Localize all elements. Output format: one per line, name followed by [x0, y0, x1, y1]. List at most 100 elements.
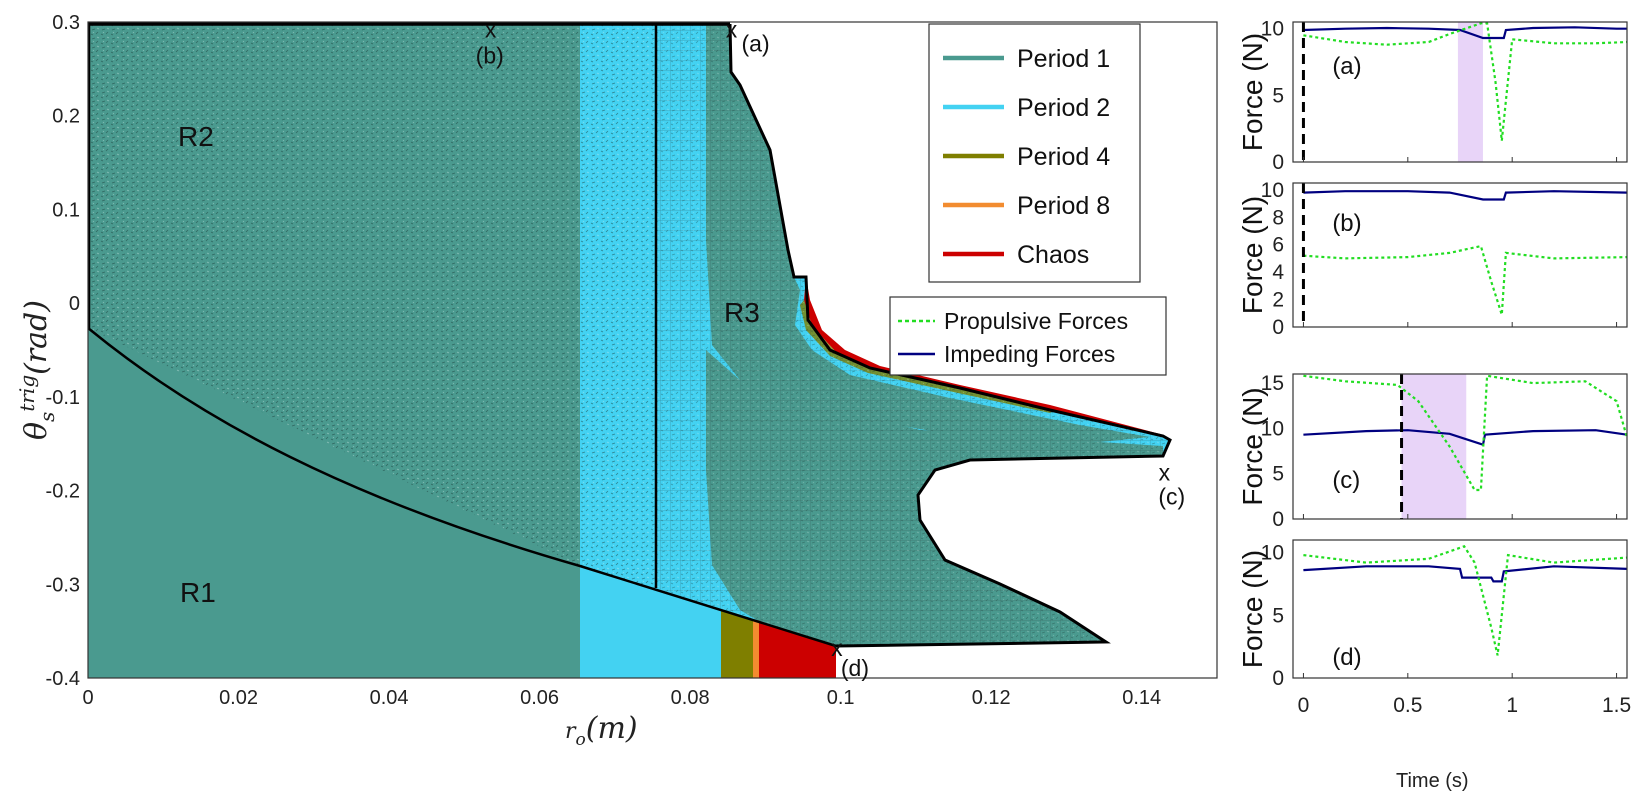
main-y-tick-label: -0.3: [46, 574, 80, 596]
marked-point: x(d): [831, 635, 869, 681]
legend-label: Period 8: [1017, 192, 1110, 220]
main-x-tick-label: 0.02: [219, 687, 258, 709]
point-marker: x: [485, 16, 497, 42]
propulsive-force-line: [1303, 22, 1628, 141]
region-r2-area: [88, 22, 580, 566]
panel-x-tick-label: 1.5: [1602, 694, 1631, 717]
panel-x-tick-label: 1: [1506, 694, 1518, 717]
main-x-tick-label: 0.12: [972, 687, 1011, 709]
force-legend: Propulsive Forces Impeding Forces: [889, 296, 1167, 376]
point-label: (b): [476, 42, 504, 68]
panel-background: [1293, 183, 1627, 327]
point-marker: x: [831, 635, 843, 661]
main-plot-frame: [87, 21, 1218, 679]
panel-y-tick-label: 0: [1272, 151, 1284, 174]
panel-label: (c): [1332, 467, 1360, 494]
r1-boundary-curve: [88, 327, 837, 648]
panel-y-label: Force (N): [1237, 33, 1268, 151]
main-y-tick-label: 0.2: [52, 106, 80, 128]
impeding-force-line: [1303, 565, 1628, 583]
panel-y-tick-label: 0: [1272, 316, 1284, 339]
region-label-r3: R3: [724, 297, 760, 328]
impeding-force-line: [1303, 26, 1627, 40]
panel-frame: [1292, 182, 1628, 328]
main-x-tick-label: 0.06: [520, 687, 559, 709]
panel-y-tick-label: 5: [1272, 604, 1284, 627]
time-axis-label: Time (s): [1396, 770, 1469, 792]
legend-entry: Period 4: [943, 143, 1110, 171]
region-label-r2: R2: [178, 121, 214, 152]
panel-y-tick-label: 15: [1261, 372, 1284, 395]
panel-y-tick-label: 0: [1272, 667, 1284, 690]
point-marker: x: [1159, 460, 1171, 486]
panel-frame: [1292, 373, 1628, 520]
panel-frame: [1292, 539, 1628, 679]
propulsive-force-line: [1303, 374, 1629, 492]
panel-y-label: Force (N): [1237, 550, 1268, 668]
marked-point: x(a): [726, 16, 770, 56]
propulsive-force-line: [1303, 544, 1628, 656]
panel-x-tick-label: 0.5: [1393, 694, 1422, 717]
marked-points: x(a)x(b)x(c)x(d): [476, 16, 1185, 681]
legend-label: Period 2: [1017, 94, 1110, 122]
legend-entry: Period 8: [943, 192, 1110, 220]
point-label: (a): [742, 30, 770, 56]
legend-label: Period 1: [1017, 45, 1110, 73]
point-label: (c): [1158, 484, 1185, 510]
main-x-tick-label: 0: [82, 687, 93, 709]
panel-y-tick-label: 10: [1261, 417, 1284, 440]
svg-text:θstrig(rad): θstrig(rad): [15, 300, 59, 440]
region-label-r1: R1: [180, 577, 216, 608]
panel-x-tick-label: 0: [1298, 694, 1310, 717]
panel-y-tick-label: 4: [1272, 261, 1284, 284]
shaded-interval: [1401, 374, 1467, 519]
point-label: (d): [841, 655, 869, 681]
main-y-label: θstrig(rad): [15, 300, 59, 440]
main-x-tick-label: 0.14: [1122, 687, 1161, 709]
main-x-ticks: 0 0.02 0.04 0.06 0.08 0.1 0.12 0.14: [82, 687, 1161, 709]
marked-point: x(c): [1158, 460, 1185, 510]
panel-frame: [1292, 21, 1628, 163]
panel-y-tick-label: 5: [1272, 463, 1284, 486]
legend-entry: Chaos: [943, 241, 1089, 269]
region-r2-area-cyan: [580, 22, 656, 588]
main-y-ticks: 0.3 0.2 0.1 0 -0.1 -0.2 -0.3 -0.4: [46, 12, 80, 690]
panel-background: [1293, 540, 1627, 678]
main-legend: Period 1 Period 2 Period 4 Period 8 Chaos: [928, 23, 1141, 283]
panel-y-tick-label: 10: [1261, 542, 1284, 565]
legend-label: Chaos: [1017, 241, 1089, 269]
main-x-tick-label: 0.1: [827, 687, 855, 709]
panel-y-label: Force (N): [1237, 387, 1268, 505]
panel-y-label: Force (N): [1237, 196, 1268, 314]
main-y-tick-label: -0.1: [46, 387, 80, 409]
legend-entry: Period 2: [943, 94, 1110, 122]
band-period-8: [753, 600, 759, 678]
main-y-tick-label: 0.1: [52, 199, 80, 221]
r3-outer-boundary: [728, 23, 1172, 648]
panel-y-tick-label: 10: [1261, 18, 1284, 41]
main-chart: 0 0.02 0.04 0.06 0.08 0.1 0.12 0.14 0.30.20.10-…: [15, 12, 1218, 750]
panel-y-tick-label: 6: [1272, 234, 1284, 257]
main-y-tick-label: 0.3: [52, 12, 80, 34]
main-x-label: ro(m): [565, 711, 638, 750]
legend-label: Period 4: [1017, 143, 1110, 171]
panel-y-tick-label: 0: [1272, 508, 1284, 531]
propulsive-legend-label: Propulsive Forces: [944, 308, 1128, 334]
panel-y-tick-label: 8: [1272, 206, 1284, 229]
main-y-tick-label: -0.2: [46, 481, 80, 503]
panel-y-tick-label: 2: [1272, 289, 1284, 312]
impeding-legend-label: Impeding Forces: [944, 341, 1115, 367]
shaded-interval: [1457, 22, 1483, 162]
region-r3-hatch: [656, 22, 1170, 646]
point-marker: x: [726, 16, 738, 42]
panel-y-tick-label: 5: [1272, 84, 1284, 107]
panel-label: (a): [1332, 53, 1361, 80]
propulsive-force-line: [1303, 244, 1628, 316]
main-x-tick-label: 0.04: [370, 687, 409, 709]
